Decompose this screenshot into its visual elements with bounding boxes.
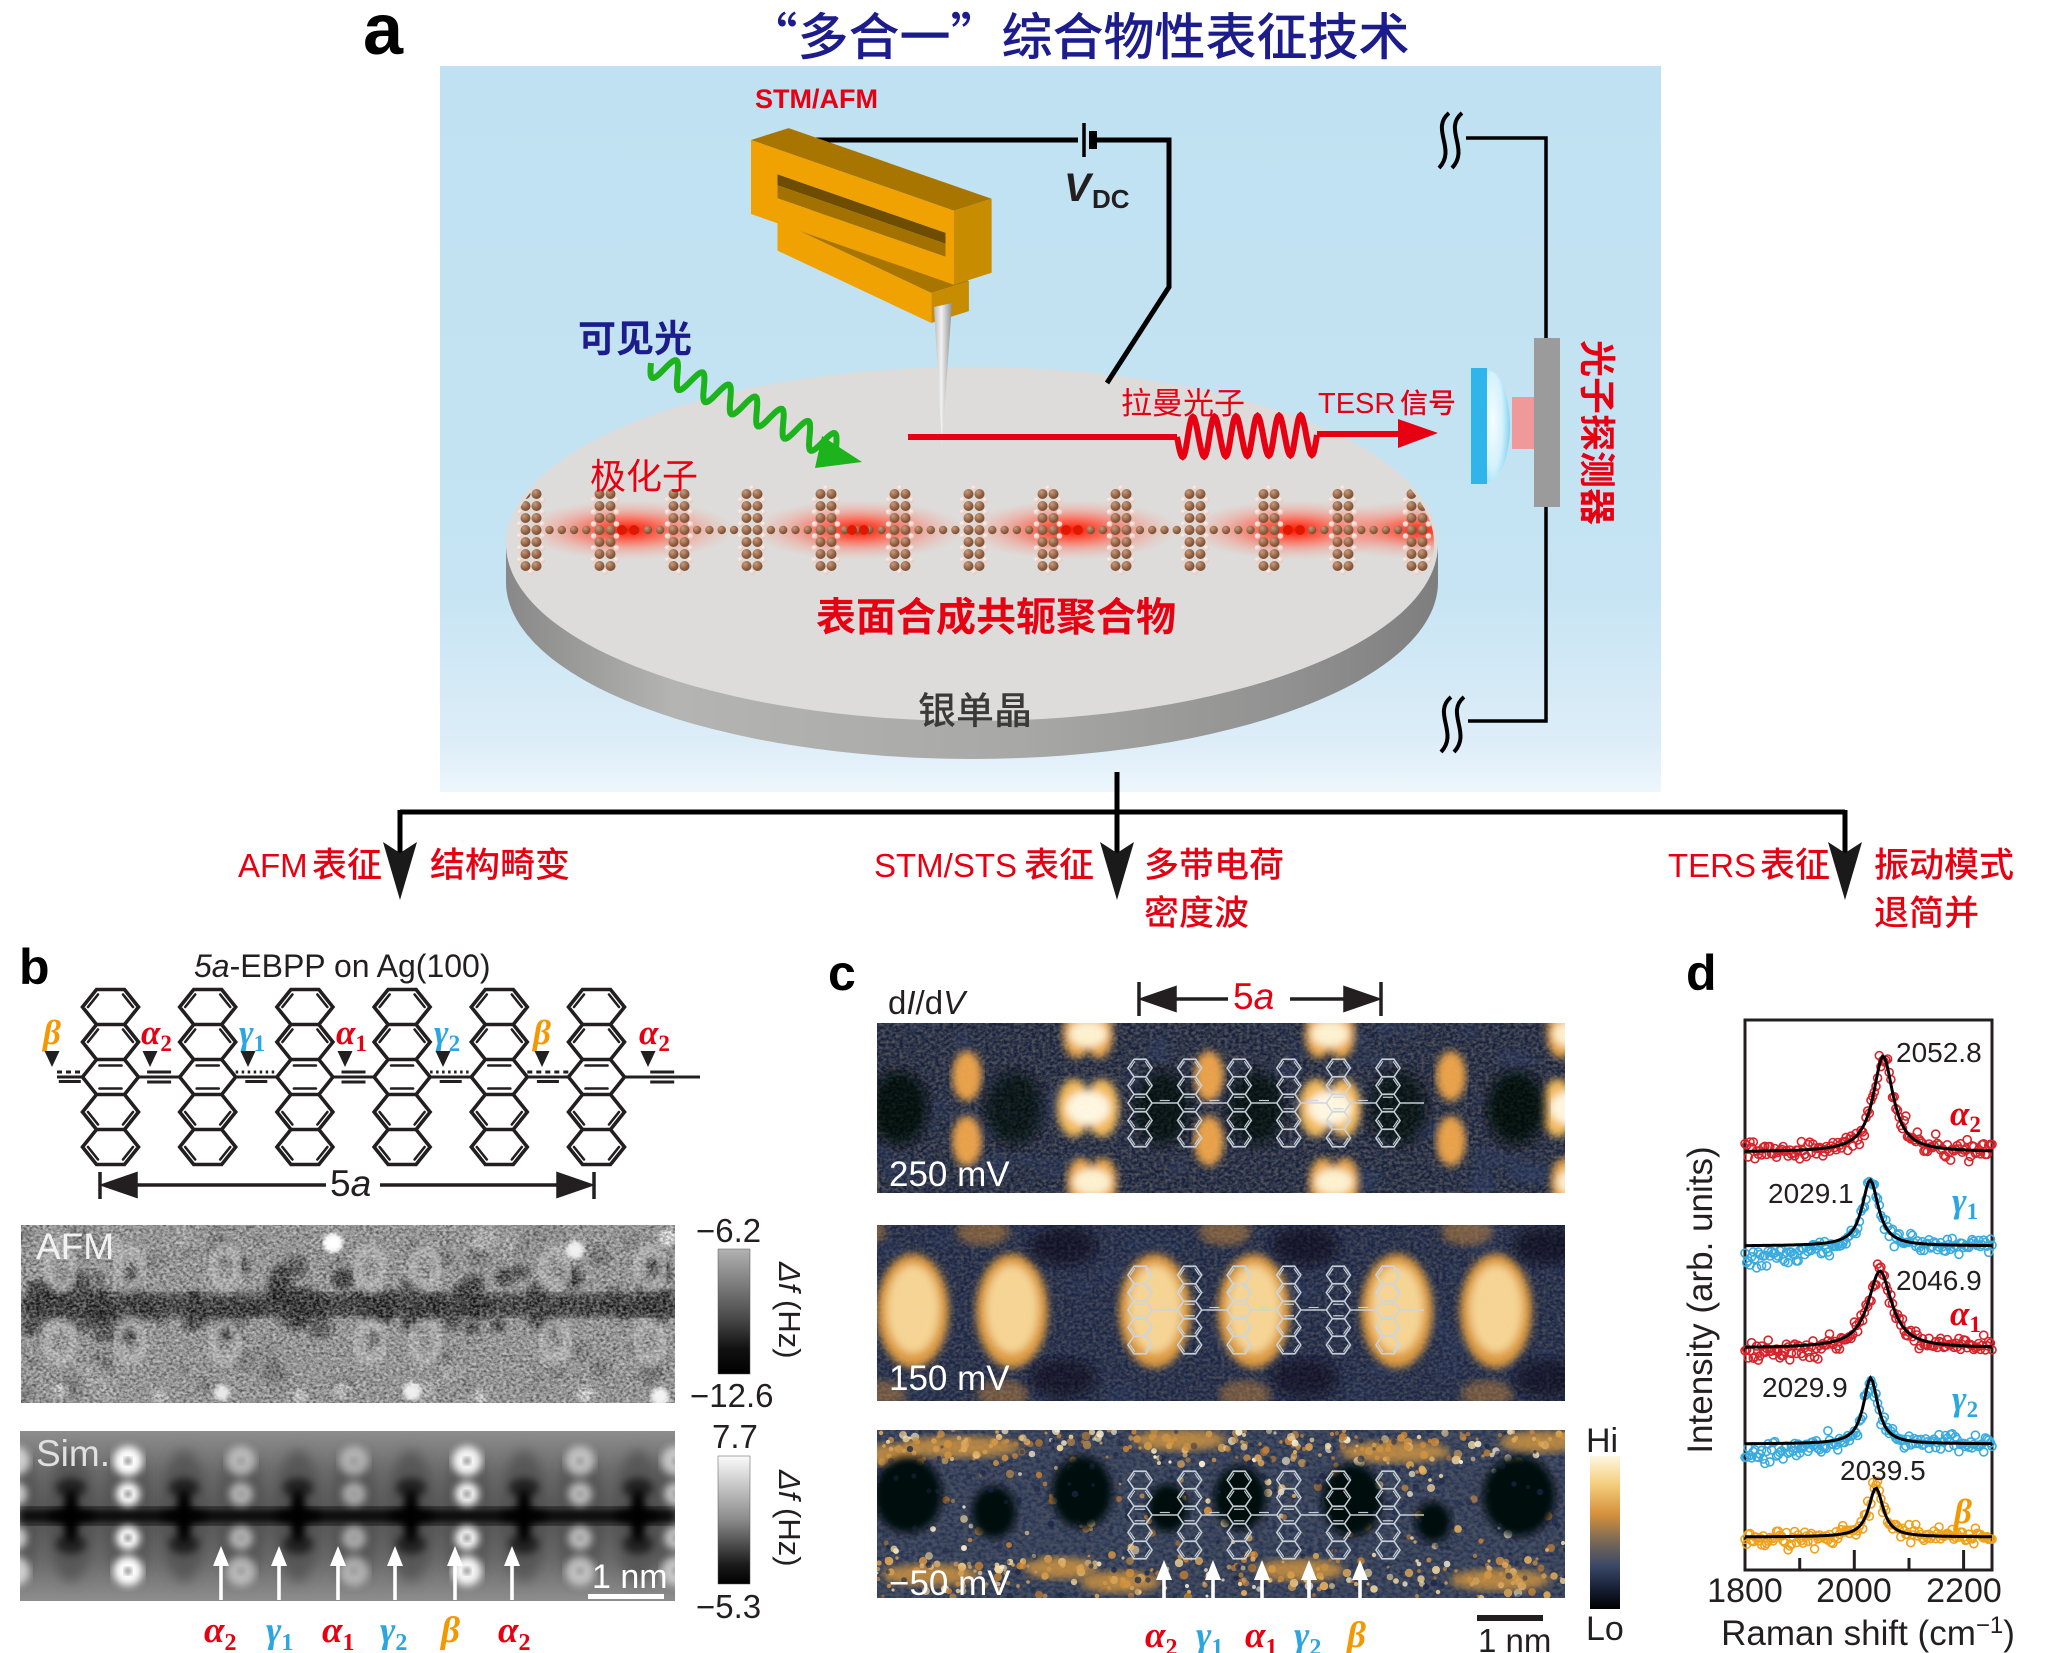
svg-text:1800: 1800: [1707, 1572, 1783, 1610]
svg-text:STM/AFM: STM/AFM: [755, 84, 878, 114]
svg-text:Δf (Hz): Δf (Hz): [772, 1261, 807, 1359]
svg-text:Intensity (arb. units): Intensity (arb. units): [1681, 1146, 1720, 1453]
svg-text:β: β: [1952, 1492, 1972, 1531]
svg-text:AFM: AFM: [36, 1226, 114, 1267]
svg-text:Sim.: Sim.: [36, 1433, 110, 1474]
svg-text:1 nm: 1 nm: [592, 1558, 668, 1596]
svg-text:250 mV: 250 mV: [889, 1155, 1010, 1194]
svg-text:β: β: [1345, 1615, 1366, 1653]
svg-text:2046.9: 2046.9: [1896, 1265, 1982, 1296]
svg-text:V: V: [1064, 166, 1094, 210]
svg-text:−5.3: −5.3: [696, 1588, 761, 1625]
svg-text:2052.8: 2052.8: [1896, 1037, 1982, 1068]
svg-text:TESR: TESR: [1318, 388, 1395, 420]
svg-text:2029.9: 2029.9: [1762, 1372, 1848, 1403]
svg-text:2000: 2000: [1816, 1572, 1892, 1610]
svg-text:α2: α2: [141, 1013, 172, 1056]
svg-text:Δf (Hz): Δf (Hz): [772, 1469, 807, 1567]
svg-text:d: d: [1686, 945, 1717, 1001]
svg-text:c: c: [828, 945, 856, 1001]
svg-text:a: a: [363, 0, 404, 70]
svg-text:dI/dV: dI/dV: [888, 984, 968, 1021]
svg-text:γ2: γ2: [380, 1610, 407, 1653]
svg-text:β: β: [531, 1013, 551, 1052]
svg-text:α2: α2: [639, 1013, 670, 1056]
svg-text:Hi: Hi: [1586, 1422, 1618, 1460]
svg-text:β: β: [41, 1013, 61, 1052]
svg-text:7.7: 7.7: [712, 1418, 758, 1455]
svg-text:−50 mV: −50 mV: [889, 1564, 1011, 1603]
svg-text:Raman shift (cm−1): Raman shift (cm−1): [1721, 1612, 2015, 1653]
svg-text:5a: 5a: [330, 1163, 371, 1204]
svg-text:AFM: AFM: [238, 847, 308, 884]
svg-text:Lo: Lo: [1586, 1610, 1624, 1648]
svg-text:5a-EBPP on Ag(100): 5a-EBPP on Ag(100): [194, 948, 491, 984]
svg-text:1 nm: 1 nm: [1478, 1622, 1551, 1653]
svg-text:5a: 5a: [1233, 976, 1274, 1017]
svg-text:b: b: [19, 939, 50, 995]
svg-text:2039.5: 2039.5: [1840, 1455, 1926, 1486]
svg-text:2029.1: 2029.1: [1768, 1178, 1854, 1209]
svg-text:DC: DC: [1092, 184, 1130, 214]
svg-text:150 mV: 150 mV: [889, 1359, 1010, 1398]
svg-text:α2: α2: [204, 1610, 236, 1653]
svg-text:2200: 2200: [1926, 1572, 2002, 1610]
svg-text:−12.6: −12.6: [690, 1377, 774, 1414]
svg-text:TERS: TERS: [1668, 847, 1756, 884]
svg-text:−6.2: −6.2: [696, 1212, 761, 1249]
svg-text:β: β: [439, 1610, 460, 1651]
svg-text:STM/STS: STM/STS: [874, 847, 1017, 884]
